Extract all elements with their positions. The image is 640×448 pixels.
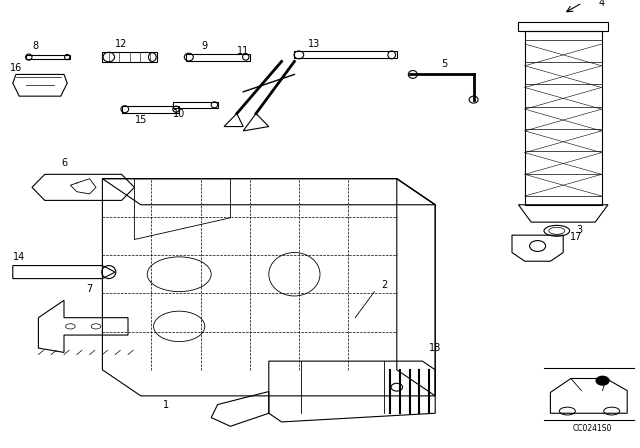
Text: 15: 15 <box>134 115 147 125</box>
Text: CC0241S0: CC0241S0 <box>572 424 612 433</box>
Text: 5: 5 <box>442 59 448 69</box>
Text: 10: 10 <box>173 108 186 119</box>
Text: 14: 14 <box>13 252 26 262</box>
Text: 12: 12 <box>115 39 128 49</box>
Text: 7: 7 <box>86 284 93 294</box>
Text: 18: 18 <box>429 343 442 353</box>
Text: 11: 11 <box>237 46 250 56</box>
Text: 17: 17 <box>570 233 582 242</box>
Text: 9: 9 <box>202 41 208 51</box>
Text: 3: 3 <box>576 225 582 235</box>
Text: 2: 2 <box>381 280 387 290</box>
Circle shape <box>596 376 609 385</box>
Text: 4: 4 <box>598 0 605 8</box>
Text: 6: 6 <box>61 159 67 168</box>
Text: 1: 1 <box>163 400 170 409</box>
Text: 8: 8 <box>32 41 38 51</box>
Text: 16: 16 <box>10 63 22 73</box>
Text: 13: 13 <box>307 39 320 49</box>
